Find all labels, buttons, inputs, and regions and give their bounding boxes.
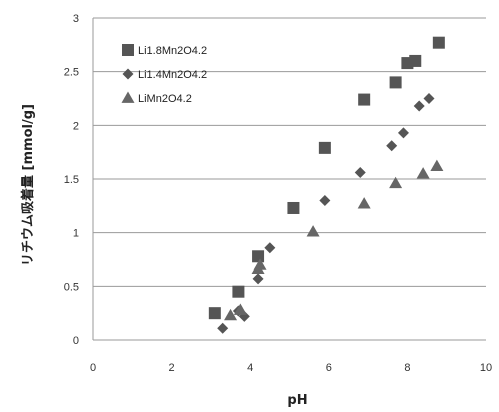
y-tick-label: 0 [73,335,79,347]
data-point-diamond-1-0 [217,322,229,334]
legend-label: Li1.4Mn2O4.2 [138,69,207,81]
x-tick-label: 10 [480,362,492,374]
y-tick-label: 3 [73,13,79,25]
data-point-diamond-1-6 [354,167,366,179]
data-point-triangle-2-8 [430,159,444,171]
tick-labels: 0 0.5 1 1.5 2 2.5 3 0 2 4 6 8 10 [64,13,492,374]
data-point-square-0-6 [389,76,402,89]
y-axis-title: リチウム吸着量 [mmol/g] [20,104,36,266]
legend-marker-diamond [122,68,134,80]
x-tick-label: 8 [404,362,410,374]
data-point-triangle-2-3 [253,258,267,270]
data-point-triangle-2-0 [224,308,238,321]
data-point-diamond-1-9 [413,100,425,112]
grid-layer [93,17,486,287]
data-point-diamond-1-4 [264,242,276,254]
data-point-triangle-2-5 [357,197,371,209]
y-tick-label: 2 [73,120,79,132]
data-point-square-0-5 [358,93,371,106]
data-point-square-0-3 [287,201,300,214]
data-point-diamond-1-3 [252,273,264,285]
data-point-square-0-0 [208,307,221,320]
x-tick-label: 6 [326,362,332,374]
data-point-triangle-2-7 [416,167,430,179]
legend-label: Li1.8Mn2O4.2 [138,45,207,57]
data-point-diamond-1-7 [386,140,398,152]
y-tick-label: 2.5 [64,67,79,79]
data-point-square-0-9 [432,36,445,49]
data-point-triangle-2-6 [389,176,403,189]
y-tick-label: 1 [73,228,79,240]
x-tick-label: 4 [247,362,253,374]
data-point-square-0-2 [252,250,265,263]
legend-label: LiMn2O4.2 [138,93,192,105]
y-tick-label: 0.5 [64,281,79,293]
y-tick-label: 1.5 [64,174,79,186]
data-point-square-0-4 [318,141,331,154]
data-points [208,36,445,334]
data-point-diamond-1-10 [423,93,435,104]
data-point-triangle-2-1 [233,303,247,315]
legend-marker-square [122,44,134,56]
legend-marker-triangle [121,91,135,103]
data-point-square-0-8 [409,54,422,67]
axes-layer [92,18,486,341]
x-tick-label: 0 [90,362,96,374]
legend: Li1.8Mn2O4.2 Li1.4Mn2O4.2 LiMn2O4.2 [121,44,207,105]
data-point-diamond-1-8 [397,127,409,139]
x-axis-title: pH [287,393,307,408]
x-tick-label: 2 [169,362,175,374]
data-point-triangle-2-4 [306,225,320,237]
data-point-square-0-1 [232,285,245,298]
data-point-diamond-1-5 [319,194,331,206]
